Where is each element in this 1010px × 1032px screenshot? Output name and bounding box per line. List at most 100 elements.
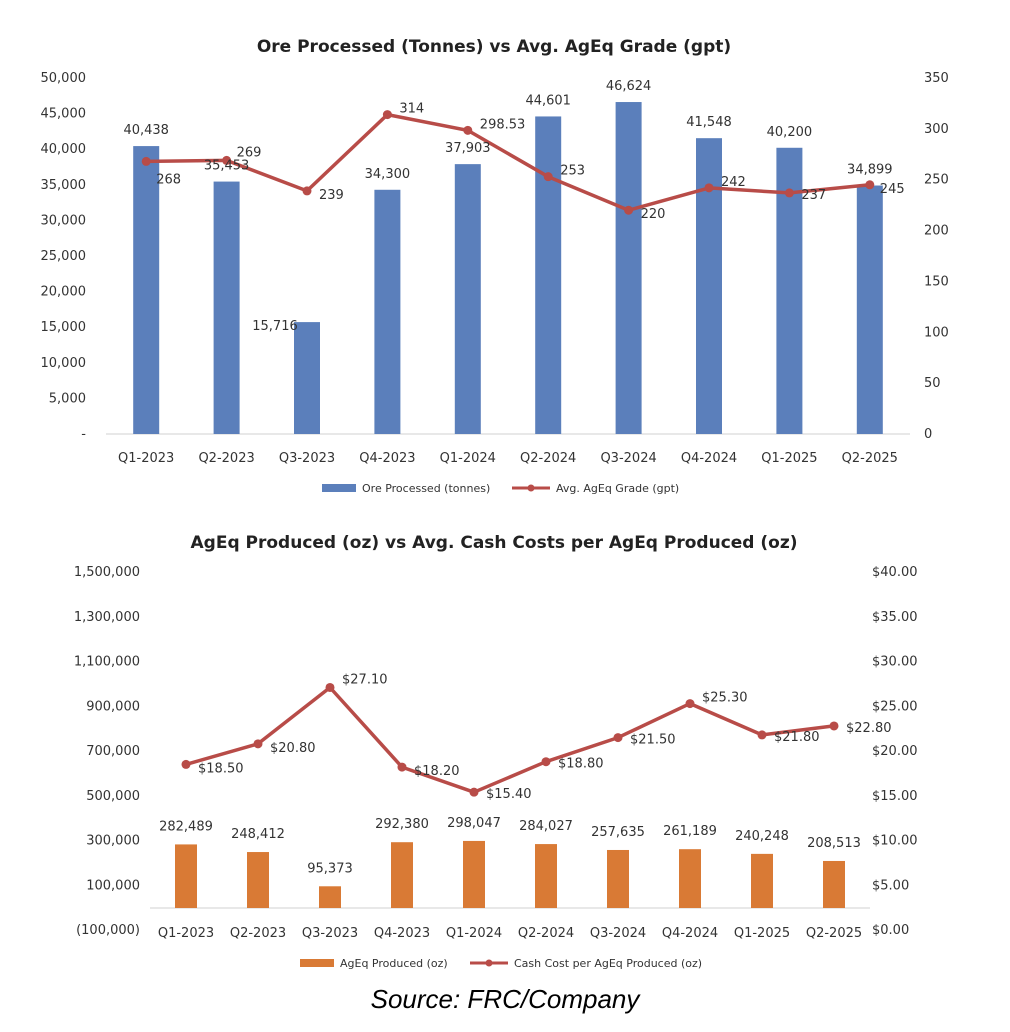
bar-data-label: 95,373 <box>307 861 353 876</box>
bar <box>247 852 269 908</box>
right-axis-tick-label: 50 <box>924 376 941 391</box>
bar-data-label: 298,047 <box>447 816 501 831</box>
bar <box>856 185 883 434</box>
legend-label: AgEq Produced (oz) <box>340 957 448 970</box>
line-point <box>829 721 839 731</box>
x-axis-tick-label: Q4-2024 <box>681 451 737 466</box>
left-axis-tick-label: 40,000 <box>41 142 87 157</box>
legend-swatch-marker <box>527 484 535 492</box>
bar <box>133 146 160 435</box>
bar <box>615 102 642 435</box>
left-axis-tick-label: 100,000 <box>86 878 140 893</box>
x-axis-tick-label: Q3-2023 <box>279 451 335 466</box>
bar <box>454 164 481 434</box>
line-point <box>253 739 263 749</box>
x-axis-tick-label: Q3-2024 <box>600 451 656 466</box>
ageq-produced-chart: AgEq Produced (oz) vs Avg. Cash Costs pe… <box>74 533 918 970</box>
right-axis-tick-label: $40.00 <box>872 565 918 580</box>
right-axis-tick-label: 200 <box>924 224 949 239</box>
bar-data-label: 292,380 <box>375 817 429 832</box>
x-axis-tick-label: Q1-2024 <box>440 451 496 466</box>
line-data-label: $18.50 <box>198 761 244 776</box>
right-axis-tick-label: $15.00 <box>872 789 918 804</box>
bar <box>213 181 240 434</box>
line-point <box>325 682 335 692</box>
legend-label: Cash Cost per AgEq Produced (oz) <box>514 957 702 970</box>
left-axis-tick-label: 25,000 <box>41 249 87 264</box>
left-axis-tick-label: 5,000 <box>49 391 86 406</box>
right-axis-tick-label: 350 <box>924 71 949 86</box>
left-axis-tick-label: - <box>81 427 86 442</box>
bar <box>535 116 562 434</box>
x-axis-tick-label: Q1-2025 <box>761 451 817 466</box>
left-axis-tick-label: 45,000 <box>41 107 87 122</box>
x-axis-tick-label: Q4-2023 <box>374 926 430 941</box>
right-axis-tick-label: 0 <box>924 427 932 442</box>
right-axis-tick-label: $5.00 <box>872 878 909 893</box>
bar <box>535 844 557 908</box>
bar-data-label: 41,548 <box>686 115 732 130</box>
line-point <box>704 183 714 193</box>
line-series <box>185 685 835 794</box>
line-point <box>784 188 794 198</box>
legend-swatch-bar <box>300 959 334 967</box>
bar <box>294 322 320 434</box>
bar-data-label: 46,624 <box>606 79 652 94</box>
line-point <box>541 757 551 767</box>
right-axis-tick-label: 300 <box>924 122 949 137</box>
line-point <box>624 205 634 215</box>
line-data-label: $25.30 <box>702 691 748 706</box>
bar <box>319 886 341 908</box>
line-data-label: 239 <box>319 188 344 203</box>
line-data-label: 245 <box>880 182 905 197</box>
line-point <box>757 730 767 740</box>
line-data-label: 298.53 <box>480 117 526 132</box>
bar-data-label: 282,489 <box>159 819 213 834</box>
line-point <box>613 733 623 743</box>
bar-data-label: 37,903 <box>445 141 491 156</box>
line-point <box>463 125 473 135</box>
bar-data-label: 240,248 <box>735 829 789 844</box>
left-axis-tick-label: 900,000 <box>86 699 140 714</box>
right-axis-tick-label: 150 <box>924 274 949 289</box>
line-data-label: 314 <box>399 102 424 117</box>
right-axis-tick-label: $30.00 <box>872 655 918 670</box>
bar <box>823 860 845 908</box>
line-data-label: $27.10 <box>342 672 388 687</box>
left-axis-tick-label: 300,000 <box>86 834 140 849</box>
right-axis-tick-label: $20.00 <box>872 744 918 759</box>
legend-swatch-bar <box>322 484 356 492</box>
line-data-label: $21.80 <box>774 730 820 745</box>
bar-data-label: 34,899 <box>847 163 893 178</box>
x-axis-tick-label: Q2-2024 <box>518 926 574 941</box>
left-axis-tick-label: 35,000 <box>41 178 87 193</box>
line-point <box>222 155 232 165</box>
line-data-label: 268 <box>156 172 181 187</box>
left-axis-tick-label: 700,000 <box>86 744 140 759</box>
x-axis-tick-label: Q1-2024 <box>446 926 502 941</box>
x-axis-tick-label: Q2-2025 <box>842 451 898 466</box>
line-point <box>469 787 479 797</box>
bar-data-label: 34,300 <box>365 167 411 182</box>
bar-data-label: 257,635 <box>591 825 645 840</box>
bar <box>463 840 485 908</box>
right-axis-tick-label: 250 <box>924 173 949 188</box>
line-point <box>382 110 392 120</box>
bar <box>751 853 773 908</box>
x-axis-tick-label: Q1-2023 <box>118 451 174 466</box>
legend-label: Ore Processed (tonnes) <box>362 482 490 495</box>
line-data-label: 220 <box>641 207 666 222</box>
line-series <box>146 112 870 212</box>
left-axis-tick-label: (100,000) <box>76 923 140 938</box>
line-point <box>865 180 875 190</box>
x-axis-tick-label: Q2-2023 <box>198 451 254 466</box>
x-axis-tick-label: Q3-2024 <box>590 926 646 941</box>
line-data-label: 242 <box>721 175 746 190</box>
line-point <box>181 759 191 769</box>
bar <box>696 138 722 435</box>
right-axis-tick-label: $25.00 <box>872 699 918 714</box>
source-note: Source: FRC/Company <box>370 984 640 1014</box>
left-axis-tick-label: 15,000 <box>41 320 87 335</box>
bar <box>607 849 629 908</box>
